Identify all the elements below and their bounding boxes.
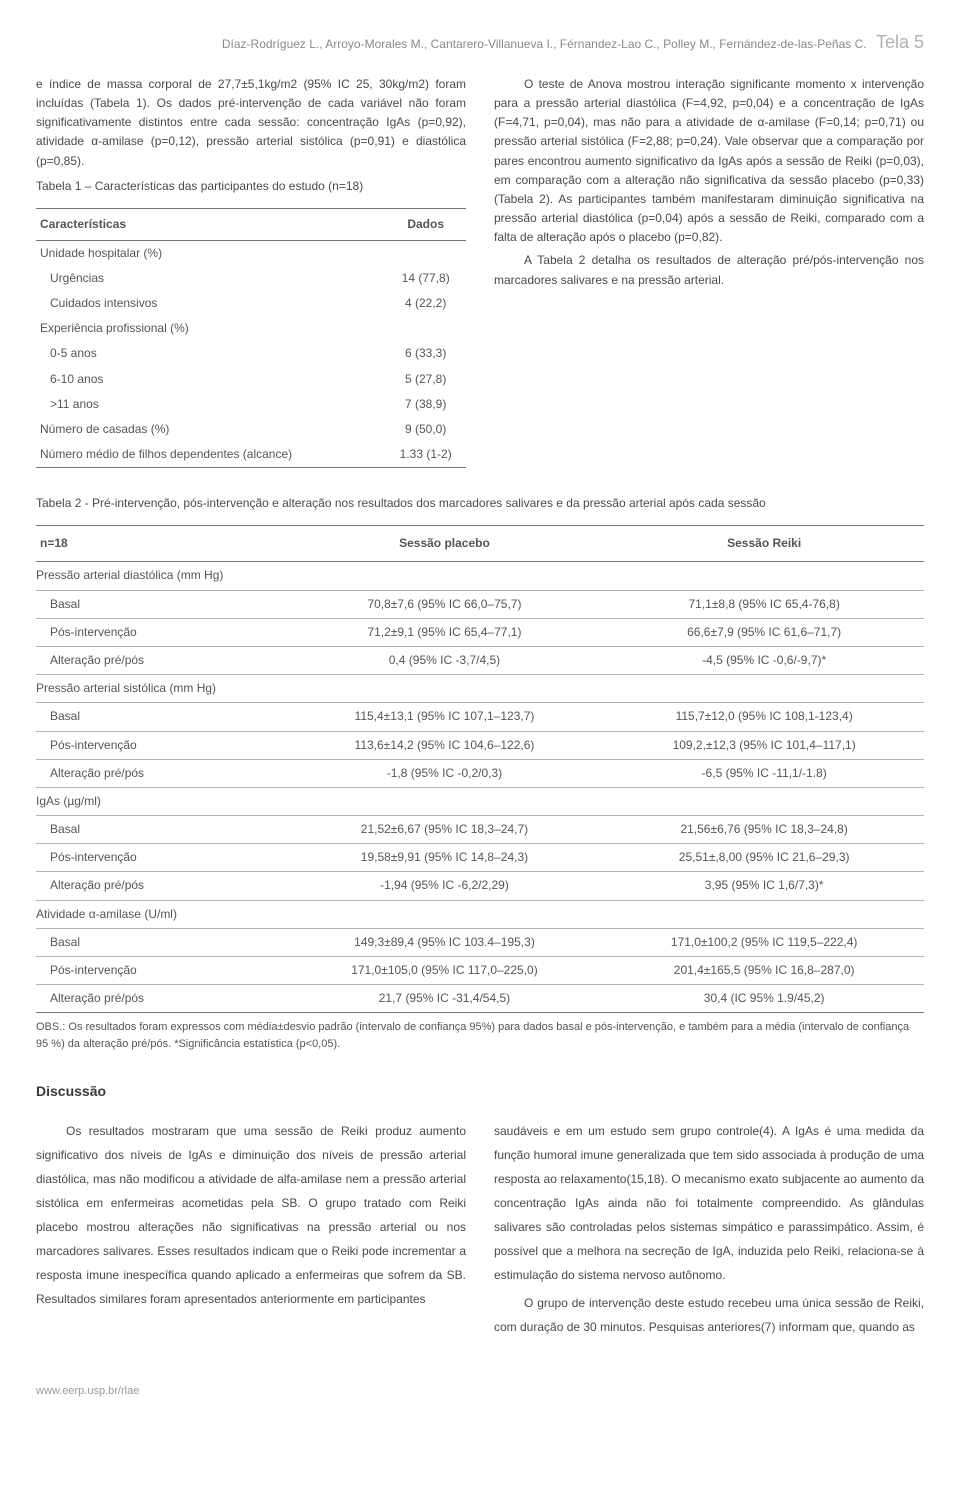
table2-cell: Atividade α-amilase (U/ml) <box>36 900 285 928</box>
table2-cell: 3,95 (95% IC 1,6/7,3)* <box>604 872 924 900</box>
table2-cell: Pós-intervenção <box>36 844 285 872</box>
table2-cell: 21,56±6,76 (95% IC 18,3–24,8) <box>604 816 924 844</box>
table2-cell <box>604 900 924 928</box>
table2-cell: 66,6±7,9 (95% IC 61,6–71,7) <box>604 618 924 646</box>
table2-head-placebo: Sessão placebo <box>285 526 605 562</box>
table2-cell: 30,4 (IC 95% 1.9/45,2) <box>604 985 924 1013</box>
table2-cell: 201,4±165,5 (95% IC 16,8–287,0) <box>604 957 924 985</box>
table2-cell: 70,8±7,6 (95% IC 66,0–75,7) <box>285 590 605 618</box>
body-paragraph: e índice de massa corporal de 27,7±5,1kg… <box>36 75 466 171</box>
table2-cell <box>604 675 924 703</box>
table1-caption: Tabela 1 – Características das participa… <box>36 175 466 198</box>
table2-cell <box>604 787 924 815</box>
table2-cell: Pós-intervenção <box>36 957 285 985</box>
table2-cell: Pós-intervenção <box>36 618 285 646</box>
table1-cell: 6 (33,3) <box>385 341 466 366</box>
table2-caption: Tabela 2 - Pré-intervenção, pós-interven… <box>36 492 924 515</box>
table1-cell <box>385 240 466 266</box>
table2-cell: 0,4 (95% IC -3,7/4,5) <box>285 646 605 674</box>
table1-cell: 5 (27,8) <box>385 367 466 392</box>
table2-cell: -6,5 (95% IC -11,1/-1.8) <box>604 759 924 787</box>
table1-cell: 0-5 anos <box>36 341 385 366</box>
table2-cell: Basal <box>36 816 285 844</box>
table1-cell: Número de casadas (%) <box>36 417 385 442</box>
table2-cell <box>285 562 605 590</box>
table2-cell: 71,1±8,8 (95% IC 65,4-76,8) <box>604 590 924 618</box>
table1-head-col2: Dados <box>385 208 466 240</box>
table1: Características Dados Unidade hospitalar… <box>36 208 466 469</box>
table2-cell: 21,7 (95% IC -31,4/54,5) <box>285 985 605 1013</box>
table2-cell: -1,8 (95% IC -0,2/0,3) <box>285 759 605 787</box>
table2-cell: Basal <box>36 928 285 956</box>
table2-cell: Alteração pré/pós <box>36 759 285 787</box>
table2-cell <box>285 900 605 928</box>
table2-head-n: n=18 <box>36 526 285 562</box>
table1-cell: Número médio de filhos dependentes (alca… <box>36 442 385 468</box>
body-paragraph: A Tabela 2 detalha os resultados de alte… <box>494 251 924 289</box>
table2-obs: OBS.: Os resultados foram expressos com … <box>36 1019 924 1052</box>
table2-cell: Alteração pré/pós <box>36 646 285 674</box>
table2-cell: Pós-intervenção <box>36 731 285 759</box>
table1-cell <box>385 316 466 341</box>
table2-cell <box>604 562 924 590</box>
table2-cell: 109,2,±12,3 (95% IC 101,4–117,1) <box>604 731 924 759</box>
running-head: Díaz-Rodríguez L., Arroyo-Morales M., Ca… <box>36 28 924 57</box>
table2-cell <box>285 787 605 815</box>
table2-cell: IgAs (µg/ml) <box>36 787 285 815</box>
table2-cell: 171,0±105,0 (95% IC 117,0–225,0) <box>285 957 605 985</box>
section-heading-discussion: Discussão <box>36 1080 924 1102</box>
table2-cell: 149,3±89,4 (95% IC 103.4–195,3) <box>285 928 605 956</box>
table2-cell: Alteração pré/pós <box>36 985 285 1013</box>
table2-cell: -4,5 (95% IC -0,6/-9,7)* <box>604 646 924 674</box>
table1-cell: 4 (22,2) <box>385 291 466 316</box>
table2-cell: Pressão arterial sistólica (mm Hg) <box>36 675 285 703</box>
body-paragraph: O teste de Anova mostrou interação signi… <box>494 75 924 248</box>
table2-cell: Basal <box>36 703 285 731</box>
table2-cell: 113,6±14,2 (95% IC 104,6–122,6) <box>285 731 605 759</box>
table2-cell: 115,7±12,0 (95% IC 108,1-123,4) <box>604 703 924 731</box>
table1-cell: Unidade hospitalar (%) <box>36 240 385 266</box>
footer-url: www.eerp.usp.br/rlae <box>36 1383 924 1401</box>
table1-cell: Cuidados intensivos <box>36 291 385 316</box>
table2-cell: 19,58±9,91 (95% IC 14,8–24,3) <box>285 844 605 872</box>
table2-cell: Pressão arterial diastólica (mm Hg) <box>36 562 285 590</box>
table1-cell: 6-10 anos <box>36 367 385 392</box>
table1-head-col1: Características <box>36 208 385 240</box>
table1-cell: >11 anos <box>36 392 385 417</box>
body-paragraph: O grupo de intervenção deste estudo rece… <box>494 1291 924 1339</box>
page-tela: Tela 5 <box>876 32 924 52</box>
body-paragraph: saudáveis e em um estudo sem grupo contr… <box>494 1119 924 1287</box>
running-authors: Díaz-Rodríguez L., Arroyo-Morales M., Ca… <box>222 37 867 51</box>
table2-cell <box>285 675 605 703</box>
table2-cell: 21,52±6,67 (95% IC 18,3–24,7) <box>285 816 605 844</box>
table2: n=18 Sessão placebo Sessão Reiki Pressão… <box>36 525 924 1013</box>
body-paragraph: Os resultados mostraram que uma sessão d… <box>36 1119 466 1311</box>
table1-cell: 9 (50,0) <box>385 417 466 442</box>
table1-cell: 14 (77,8) <box>385 266 466 291</box>
table2-cell: 115,4±13,1 (95% IC 107,1–123,7) <box>285 703 605 731</box>
table1-cell: Urgências <box>36 266 385 291</box>
table2-cell: Alteração pré/pós <box>36 872 285 900</box>
table2-cell: 171,0±100,2 (95% IC 119,5–222,4) <box>604 928 924 956</box>
table2-cell: -1,94 (95% IC -6,2/2,29) <box>285 872 605 900</box>
table1-cell: 7 (38,9) <box>385 392 466 417</box>
table1-cell: 1.33 (1-2) <box>385 442 466 468</box>
table2-cell: Basal <box>36 590 285 618</box>
table1-cell: Experiência profissional (%) <box>36 316 385 341</box>
table2-cell: 71,2±9,1 (95% IC 65,4–77,1) <box>285 618 605 646</box>
table2-head-reiki: Sessão Reiki <box>604 526 924 562</box>
table2-cell: 25,51±,8,00 (95% IC 21,6–29,3) <box>604 844 924 872</box>
